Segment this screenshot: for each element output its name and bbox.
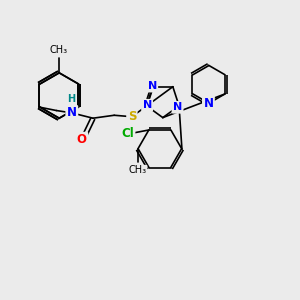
Text: N: N [148, 81, 157, 91]
Text: N: N [173, 102, 182, 112]
Text: Cl: Cl [121, 127, 134, 140]
Text: N: N [203, 97, 213, 110]
Text: CH₃: CH₃ [50, 46, 68, 56]
Text: S: S [128, 110, 136, 123]
Text: O: O [77, 133, 87, 146]
Text: H: H [67, 94, 75, 104]
Text: N: N [67, 106, 77, 119]
Text: N: N [142, 100, 152, 110]
Text: CH₃: CH₃ [129, 165, 147, 175]
